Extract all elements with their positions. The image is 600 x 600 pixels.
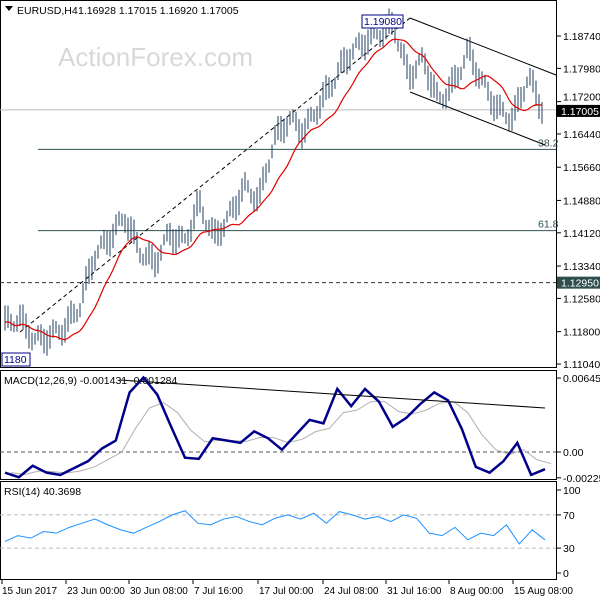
y-tick-label: 1.15660	[563, 162, 600, 174]
rsi-y-tick-label: 30	[563, 543, 575, 555]
lower-trendline	[409, 91, 546, 146]
y-tick-label: 1.11800	[563, 327, 600, 339]
x-tick-label: 31 Jul 16:00	[387, 586, 442, 597]
x-tick-label: 15 Aug 08:00	[514, 586, 573, 597]
macd-y-tick-label: 0.00	[563, 447, 584, 459]
upper-trendline	[409, 17, 557, 76]
rsi-panel	[0, 481, 557, 580]
macd-y-tick-label: 0.006454	[563, 373, 600, 385]
x-tick-label: 15 Jun 2017	[2, 586, 57, 597]
y-tick-label: 1.13340	[563, 261, 600, 273]
x-tick-label: 30 Jun 08:00	[130, 586, 188, 597]
level-tag-label: 1.12950	[561, 278, 599, 290]
x-tick-label: 7 Jul 16:00	[194, 586, 243, 597]
y-tick-label: 1.17200	[563, 92, 600, 104]
rsi-y-tick-label: 70	[563, 510, 575, 522]
high-annotation: 1.19080	[364, 16, 402, 28]
macd-line	[4, 375, 546, 479]
y-tick-label: 1.12580	[563, 293, 600, 305]
y-tick-label: 1.16440	[563, 129, 600, 141]
ohlc-label: 1.16928 1.17015 1.16920 1.17005	[78, 5, 239, 17]
symbol-label: EURUSD,H4	[17, 5, 78, 17]
y-tick-label: 1.14120	[563, 228, 600, 240]
rsi-y-tick-label: 100	[563, 485, 581, 497]
high-annotation-box	[361, 14, 404, 29]
sma-line	[4, 38, 543, 341]
macd-panel	[0, 370, 557, 480]
collapse-triangle-icon[interactable]	[5, 6, 13, 11]
y-tick-label: 1.18740	[563, 31, 600, 43]
y-tick-label: 1.14880	[563, 195, 600, 207]
x-tick-label: 23 Jun 00:00	[67, 586, 125, 597]
price-tag	[557, 104, 600, 117]
macd-label: MACD(12,26,9) -0.001431 -0.001284	[4, 375, 178, 387]
x-tick-label: 8 Aug 00:00	[450, 586, 504, 597]
macd-signal-line	[10, 401, 552, 475]
low-annotation: 1180	[4, 354, 27, 366]
fib-label: 38.2	[538, 137, 559, 149]
fib-label: 61.8	[538, 219, 559, 231]
price-panel	[0, 0, 557, 368]
y-tick-label: 1.17980	[563, 63, 600, 75]
macd-y-tick-label: -0.002252	[563, 473, 600, 485]
x-tick-label: 17 Jul 00:00	[259, 586, 314, 597]
watermark: ActionForex.com	[58, 42, 253, 72]
price-tag-label: 1.17005	[561, 106, 599, 118]
macd-divergence-line	[119, 379, 546, 409]
x-tick-label: 24 Jul 08:00	[324, 586, 379, 597]
y-tick-label: 1.11040	[563, 359, 600, 371]
level-tag	[557, 276, 600, 289]
rsi-y-tick-label: 0	[563, 568, 569, 580]
low-annotation-box	[1, 352, 31, 367]
rsi-label: RSI(14) 40.3698	[4, 486, 81, 498]
rsi-line	[4, 510, 546, 545]
